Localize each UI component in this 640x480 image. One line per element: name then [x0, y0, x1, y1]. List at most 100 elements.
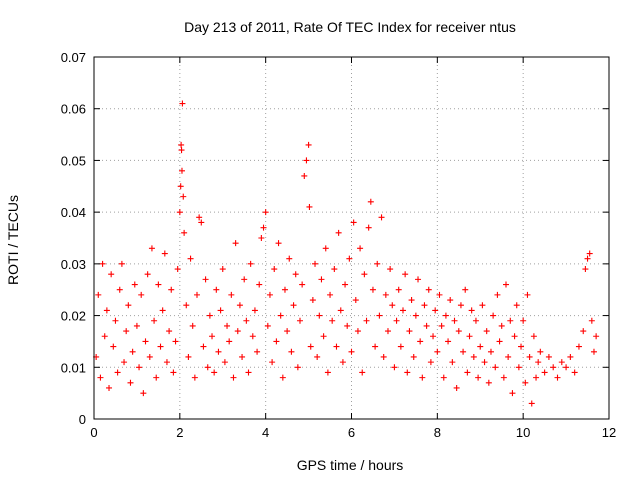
data-point	[445, 338, 452, 345]
data-point	[129, 348, 136, 355]
data-point	[391, 364, 398, 371]
data-point	[262, 209, 269, 216]
data-point	[306, 203, 313, 210]
data-point	[264, 322, 271, 329]
data-point	[260, 224, 267, 231]
data-point	[110, 343, 117, 350]
data-point	[140, 390, 147, 397]
data-point	[515, 364, 522, 371]
data-point	[380, 353, 387, 360]
data-point	[187, 255, 194, 262]
data-point	[339, 359, 346, 366]
data-point	[318, 276, 325, 283]
data-point	[114, 369, 121, 376]
data-point	[404, 369, 411, 376]
data-point	[436, 291, 443, 298]
data-point	[342, 281, 349, 288]
data-point	[496, 338, 503, 345]
data-point	[178, 167, 185, 174]
data-point	[180, 193, 187, 200]
data-point	[348, 348, 355, 355]
data-point	[273, 338, 280, 345]
data-point	[256, 281, 263, 288]
data-point	[593, 333, 600, 340]
data-point	[194, 291, 200, 298]
data-point	[361, 271, 368, 278]
data-point	[481, 359, 488, 366]
data-point	[185, 353, 192, 360]
data-point	[367, 198, 374, 205]
data-point	[99, 260, 106, 267]
data-point	[511, 333, 518, 340]
data-point	[498, 322, 505, 329]
data-point	[213, 286, 220, 293]
data-point	[286, 255, 293, 262]
points-layer	[93, 100, 600, 407]
data-point	[191, 374, 198, 381]
data-point	[421, 302, 428, 309]
y-tick-label: 0.02	[61, 309, 86, 324]
data-point	[522, 379, 529, 386]
data-point	[558, 359, 565, 366]
data-point	[279, 374, 286, 381]
data-point	[95, 291, 102, 298]
data-point	[236, 302, 243, 309]
data-point	[153, 374, 160, 381]
data-point	[230, 374, 237, 381]
data-point	[470, 353, 477, 360]
data-point	[500, 374, 507, 381]
data-point	[204, 364, 211, 371]
data-point	[503, 281, 509, 288]
data-point	[103, 307, 110, 314]
grid-layer	[94, 57, 609, 419]
y-tick-label: 0.04	[61, 205, 86, 220]
data-point	[221, 359, 228, 366]
data-point	[365, 224, 372, 231]
data-point	[245, 369, 252, 376]
data-point	[226, 338, 233, 345]
data-point	[243, 317, 250, 324]
data-point	[477, 343, 484, 350]
data-point	[526, 353, 533, 360]
data-point	[97, 374, 104, 381]
data-point	[331, 266, 338, 273]
data-point	[425, 286, 432, 293]
data-point	[528, 400, 535, 407]
data-point	[372, 343, 379, 350]
data-point	[181, 229, 188, 236]
data-point	[312, 260, 319, 267]
data-point	[449, 359, 456, 366]
data-point	[183, 302, 190, 309]
data-point	[376, 312, 383, 319]
data-point	[419, 374, 426, 381]
data-point	[464, 369, 471, 376]
data-point	[189, 322, 196, 329]
data-point	[344, 322, 351, 329]
data-point	[357, 245, 364, 252]
data-point	[395, 286, 402, 293]
y-tick-label: 0.03	[61, 257, 86, 272]
data-point	[423, 322, 430, 329]
data-point	[211, 369, 218, 376]
data-point	[335, 229, 342, 236]
data-point	[402, 271, 409, 278]
data-point	[352, 297, 359, 304]
x-tick-label: 2	[176, 425, 183, 440]
y-tick-label: 0.01	[61, 360, 86, 375]
data-point	[161, 250, 168, 257]
data-point	[148, 245, 155, 252]
data-point	[106, 384, 113, 391]
data-point	[127, 379, 134, 386]
data-point	[490, 312, 497, 319]
data-point	[410, 353, 417, 360]
data-point	[166, 328, 173, 335]
data-point	[271, 266, 278, 273]
data-point	[408, 297, 415, 304]
ticks-layer: 0 2 4 6 8 10 12 0 0.01 0.02 0.03 0.04 0.05 0.06 0.07	[61, 50, 617, 440]
data-point	[571, 369, 578, 376]
data-point	[451, 317, 458, 324]
data-point	[309, 297, 316, 304]
data-point	[157, 343, 164, 350]
data-point	[320, 333, 327, 340]
